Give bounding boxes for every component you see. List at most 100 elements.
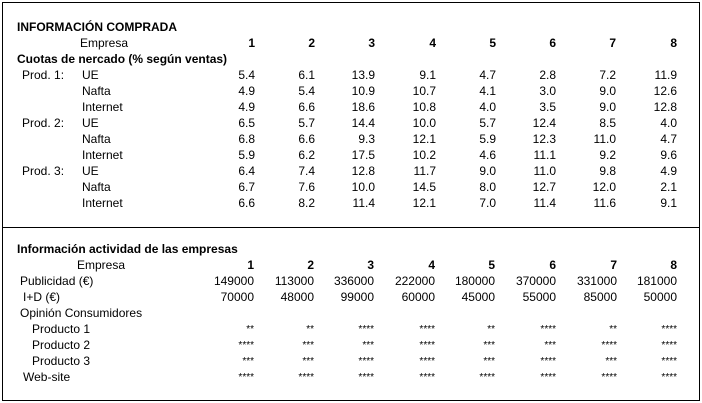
publicidad-value: 222000 xyxy=(394,274,435,288)
market-share-value: 4.9 xyxy=(238,84,255,98)
market-share-value: 5.9 xyxy=(238,148,255,162)
market-share-value: 9.0 xyxy=(479,164,496,178)
market-share-value: 2.8 xyxy=(539,68,556,82)
market-share-value: 4.9 xyxy=(660,164,677,178)
rd-value: 55000 xyxy=(522,290,556,304)
market-share-value: 4.9 xyxy=(238,100,255,114)
company-label: Empresa xyxy=(77,258,126,272)
rd-value: 45000 xyxy=(461,290,495,304)
market-share-value: 7.6 xyxy=(298,180,315,194)
company-number: 8 xyxy=(670,258,677,272)
opinion-rating: *** xyxy=(302,356,314,367)
opinion-rating: **** xyxy=(419,324,435,335)
opinion-rating: **** xyxy=(540,324,556,335)
market-share-value: 10.7 xyxy=(412,84,436,98)
market-share-value: 12.6 xyxy=(653,84,677,98)
opinion-rating: ** xyxy=(246,324,254,335)
opinion-product-label: Producto 2 xyxy=(32,338,91,352)
opinion-rating: **** xyxy=(661,324,677,335)
publicidad-label: Publicidad (€) xyxy=(20,274,94,288)
publicidad-value: 331000 xyxy=(576,274,617,288)
region-label: Internet xyxy=(82,148,123,162)
market-share-value: 10.8 xyxy=(412,100,436,114)
market-share-value: 5.7 xyxy=(479,116,496,130)
market-share-value: 5.4 xyxy=(298,84,315,98)
opinion-rating: *** xyxy=(544,340,556,351)
company-number: 8 xyxy=(670,36,677,50)
market-share-value: 3.0 xyxy=(539,84,556,98)
market-share-value: 14.4 xyxy=(351,116,375,130)
website-rating: **** xyxy=(238,372,254,383)
market-share-value: 6.6 xyxy=(238,196,255,210)
opinion-rating: *** xyxy=(483,340,495,351)
market-share-value: 4.0 xyxy=(660,116,677,130)
region-label: Internet xyxy=(82,196,123,210)
region-label: UE xyxy=(82,116,99,130)
market-share-value: 9.0 xyxy=(599,100,616,114)
market-share-value: 14.5 xyxy=(412,180,436,194)
region-label: Nafta xyxy=(82,180,111,194)
market-share-value: 8.5 xyxy=(599,116,616,130)
market-share-value: 11.7 xyxy=(413,164,436,178)
opinion-rating: ** xyxy=(487,324,495,335)
market-share-value: 17.5 xyxy=(351,148,375,162)
product-label: Prod. 1: xyxy=(22,68,65,82)
product-label: Prod. 3: xyxy=(22,164,65,178)
market-share-value: 12.3 xyxy=(532,132,556,146)
publicidad-value: 370000 xyxy=(515,274,556,288)
website-rating: **** xyxy=(358,372,374,383)
region-label: Nafta xyxy=(82,132,111,146)
market-share-value: 6.4 xyxy=(238,164,255,178)
rd-label: I+D (€) xyxy=(23,290,61,304)
market-share-value: 13.9 xyxy=(351,68,375,82)
rd-value: 50000 xyxy=(643,290,677,304)
company-number: 4 xyxy=(429,36,436,50)
rd-value: 48000 xyxy=(280,290,314,304)
opinion-rating: ** xyxy=(306,324,314,335)
company-number: 6 xyxy=(549,258,556,272)
market-share-value: 18.6 xyxy=(351,100,375,114)
opinion-label: Opinión Consumidores xyxy=(20,306,143,320)
market-share-value: 5.4 xyxy=(238,68,255,82)
market-share-value: 6.8 xyxy=(238,132,255,146)
market-share-value: 11.9 xyxy=(654,68,677,82)
rd-value: 70000 xyxy=(220,290,254,304)
company-number: 1 xyxy=(248,36,255,50)
company-number: 5 xyxy=(489,36,496,50)
opinion-rating: **** xyxy=(358,356,374,367)
section-title: Información actividad de las empresas xyxy=(17,242,238,256)
market-share-value: 4.6 xyxy=(479,148,496,162)
product-label: Prod. 2: xyxy=(22,116,65,130)
market-share-value: 7.2 xyxy=(599,68,616,82)
market-share-value: 12.1 xyxy=(412,132,436,146)
opinion-rating: **** xyxy=(419,356,435,367)
opinion-product-label: Producto 3 xyxy=(32,354,91,368)
section-title: INFORMACIÓN COMPRADA xyxy=(17,20,177,34)
rd-value: 99000 xyxy=(340,290,374,304)
region-label: UE xyxy=(82,164,99,178)
market-share-value: 9.6 xyxy=(660,148,677,162)
opinion-rating: **** xyxy=(358,324,374,335)
market-share-value: 6.6 xyxy=(298,100,315,114)
market-share-value: 10.0 xyxy=(351,180,375,194)
market-share-value: 3.5 xyxy=(539,100,556,114)
company-number: 7 xyxy=(610,258,617,272)
market-share-value: 4.7 xyxy=(479,68,496,82)
opinion-rating: **** xyxy=(661,340,677,351)
opinion-rating: *** xyxy=(302,340,314,351)
company-number: 2 xyxy=(308,36,315,50)
section-subtitle: Cuotas de nercado (% según ventas) xyxy=(17,52,228,66)
market-share-value: 10.9 xyxy=(351,84,375,98)
company-number: 6 xyxy=(549,36,556,50)
market-share-value: 11.1 xyxy=(533,148,556,162)
company-number: 4 xyxy=(428,258,435,272)
region-label: UE xyxy=(82,68,99,82)
opinion-product-label: Producto 1 xyxy=(32,322,91,336)
company-label: Empresa xyxy=(80,36,129,50)
market-share-value: 9.2 xyxy=(599,148,616,162)
website-label: Web-site xyxy=(23,370,71,384)
market-share-value: 4.0 xyxy=(479,100,496,114)
region-label: Internet xyxy=(82,100,123,114)
market-share-value: 4.7 xyxy=(660,132,677,146)
